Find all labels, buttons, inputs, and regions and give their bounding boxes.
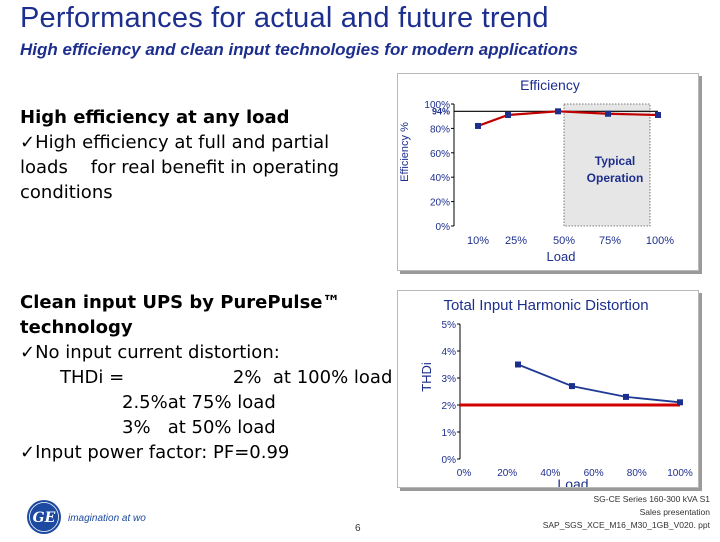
- efficiency-bullet-line3: conditions: [20, 182, 113, 203]
- efficiency-bullet-line1: High efficiency at full and partial: [35, 132, 330, 153]
- ge-tagline: imagination at work: [68, 513, 146, 524]
- clean-input-heading-line2: technology: [20, 317, 133, 338]
- efficiency-y-tick-label: 100%: [424, 100, 450, 111]
- efficiency-x-axis-label: Load: [547, 249, 576, 264]
- efficiency-x-tick-label: 100%: [646, 235, 674, 247]
- thdi-x-tick-label: 20%: [497, 468, 517, 479]
- no-distortion-text: No input current distortion:: [35, 342, 280, 363]
- thdi-data-point: [677, 399, 683, 406]
- thdi-x-tick-label: 60%: [584, 468, 604, 479]
- clean-input-heading-line1: Clean input UPS by PurePulse™: [20, 292, 341, 313]
- efficiency-y-tick-label: 60%: [430, 149, 450, 160]
- slide-title: Performances for actual and future trend: [20, 2, 549, 34]
- checkmark-icon: ✓: [20, 132, 36, 153]
- clean-input-text-block: Clean input UPS by PurePulse™ technology…: [20, 290, 392, 465]
- footer-line3: SAP_SGS_XCE_M16_M30_1GB_V020. ppt: [542, 520, 710, 530]
- thdi-y-tick-label: 1%: [442, 428, 457, 439]
- thdi-x-tick-label: 40%: [540, 468, 560, 479]
- efficiency-reference-label: 94%: [432, 106, 450, 116]
- footer-info: SG-CE Series 160-300 kVA S1 Sales presen…: [543, 493, 710, 532]
- ge-logo: GE imagination at work: [26, 497, 155, 542]
- efficiency-bullet-line2: loads for real benefit in operating: [20, 157, 340, 178]
- thdi-x-tick-label: 80%: [627, 468, 647, 479]
- thdi-y-ticks: 0% 1% 2% 3% 4% 5%: [442, 320, 460, 466]
- thdi-y-tick-label: 5%: [442, 320, 457, 331]
- thdi-data-point: [623, 393, 629, 400]
- efficiency-data-point: [605, 110, 611, 117]
- thdi-line1: THDi = 2% at 100% load: [60, 367, 393, 388]
- efficiency-y-axis-label: Efficiency %: [399, 122, 411, 182]
- efficiency-y-tick-label: 80%: [430, 124, 450, 135]
- thdi-y-tick-label: 2%: [442, 401, 457, 412]
- efficiency-data-point: [475, 122, 481, 129]
- efficiency-data-point: [505, 111, 511, 118]
- typical-operation-label-line1: Typical: [595, 154, 635, 168]
- slide-subtitle: High efficiency and clean input technolo…: [20, 40, 578, 59]
- efficiency-chart-svg: Efficiency Typical Operation 0% 20% 40% 60%…: [399, 77, 674, 264]
- efficiency-y-tick-label: 40%: [430, 173, 450, 184]
- efficiency-x-tick-label: 50%: [553, 235, 575, 247]
- thdi-x-ticks: 0% 20% 40% 60% 80% 100%: [457, 468, 693, 479]
- thdi-x-tick-label: 100%: [667, 468, 693, 479]
- no-distortion-bullet: ✓No input current distortion:: [20, 340, 392, 365]
- efficiency-y-tick-label: 20%: [430, 198, 450, 209]
- efficiency-heading: High efficiency at any load: [20, 107, 290, 128]
- typical-operation-label-line2: Operation: [587, 171, 644, 185]
- efficiency-chart: Efficiency Typical Operation 0% 20% 40% 60%…: [397, 73, 699, 271]
- thdi-x-tick-label: 0%: [457, 468, 472, 479]
- efficiency-bullet: ✓High efficiency at full and partial: [20, 130, 339, 155]
- checkmark-icon: ✓: [20, 442, 36, 463]
- efficiency-x-tick-label: 75%: [599, 235, 621, 247]
- svg-text:GE: GE: [33, 510, 56, 526]
- efficiency-text-block: High efficiency at any load ✓High effici…: [20, 105, 339, 205]
- footer-line2: Sales presentation: [639, 507, 710, 517]
- thdi-data-point: [515, 361, 521, 368]
- efficiency-series-points: [475, 108, 661, 129]
- thdi-line3: 3% at 50% load: [122, 417, 276, 438]
- thdi-x-axis-label: Load: [557, 476, 588, 487]
- efficiency-y-ticks: 0% 20% 40% 60% 80% 100%: [424, 100, 454, 233]
- efficiency-y-tick-label: 0%: [436, 222, 451, 233]
- footer-line1: SG-CE Series 160-300 kVA S1: [593, 494, 710, 504]
- checkmark-icon: ✓: [20, 342, 36, 363]
- thdi-series-line: [517, 363, 681, 404]
- thdi-chart-svg: Total Input Harmonic Distortion 0% 1% 2% 3%…: [419, 297, 693, 492]
- thdi-series-points: [515, 361, 683, 406]
- efficiency-chart-title: Efficiency: [520, 77, 580, 93]
- efficiency-data-point: [555, 108, 561, 115]
- efficiency-x-tick-label: 10%: [467, 235, 489, 247]
- power-factor-text: Input power factor: PF=0.99: [35, 442, 290, 463]
- power-factor-bullet: ✓Input power factor: PF=0.99: [20, 440, 392, 465]
- typical-operation-region: [563, 103, 651, 227]
- efficiency-x-ticks: 10% 25% 50% 75% 100%: [467, 235, 674, 247]
- efficiency-data-point: [655, 111, 661, 118]
- efficiency-x-tick-label: 25%: [505, 235, 527, 247]
- ge-monogram-icon: GE imagination at work: [27, 500, 155, 534]
- thdi-chart-title: Total Input Harmonic Distortion: [443, 297, 648, 314]
- thdi-y-tick-label: 3%: [442, 374, 457, 385]
- thdi-y-tick-label: 4%: [442, 347, 457, 358]
- thdi-y-axis-label: THDi: [419, 362, 434, 392]
- thdi-line2: 2.5%at 75% load: [122, 392, 276, 413]
- thdi-data-point: [569, 383, 575, 390]
- thdi-y-tick-label: 0%: [442, 455, 457, 466]
- page-number: 6: [355, 523, 361, 534]
- thdi-chart: Total Input Harmonic Distortion 0% 1% 2% 3%…: [397, 290, 699, 492]
